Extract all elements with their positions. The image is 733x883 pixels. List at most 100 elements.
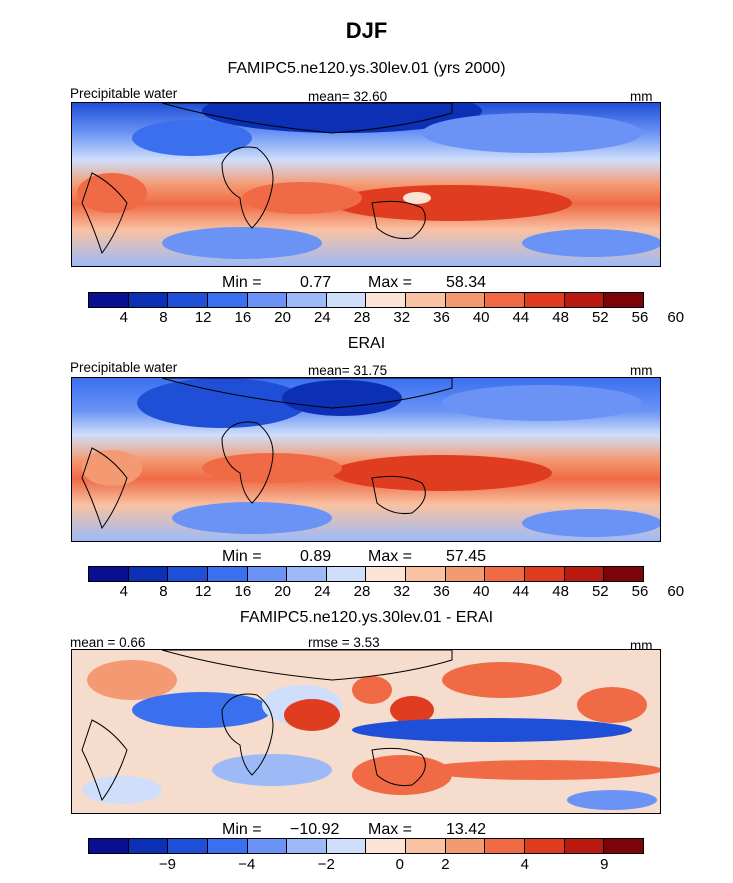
- colorbar-cell: [406, 567, 446, 581]
- colorbar-tick-label: −4: [238, 856, 256, 873]
- colorbar-cell: [247, 567, 288, 581]
- colorbar-cell: [525, 293, 565, 307]
- colorbar-cell: [287, 567, 327, 581]
- colorbar-cell: [525, 567, 565, 581]
- colorbar-cell: [247, 293, 288, 307]
- colorbar-tick-label: 8: [159, 309, 168, 326]
- colorbar-cell: [485, 293, 526, 307]
- panel-3-colorbar-ticks: −9 −4 −2 0 2 4 9: [88, 856, 644, 874]
- colorbar-cell: [168, 839, 208, 853]
- colorbar-cell: [168, 293, 208, 307]
- colorbar-cell: [445, 567, 486, 581]
- colorbar-cell: [604, 567, 643, 581]
- colorbar-cell: [89, 567, 129, 581]
- colorbar-tick-label: 4: [119, 583, 128, 600]
- panel-3-mean-label: mean = 0.66: [70, 635, 146, 650]
- colorbar-tick-label: 40: [472, 583, 490, 600]
- colorbar-tick-label: 4: [520, 856, 530, 873]
- panel-2-units-label: mm: [630, 363, 653, 378]
- colorbar-tick-label: 24: [313, 583, 331, 600]
- colorbar-tick-label: 28: [353, 583, 371, 600]
- panel-2-title: ERAI: [347, 335, 386, 352]
- colorbar-cell: [128, 567, 169, 581]
- colorbar-cell: [604, 839, 643, 853]
- colorbar-cell: [485, 839, 526, 853]
- panel-2-max-label: Max =: [368, 548, 413, 565]
- colorbar-cell: [366, 839, 407, 853]
- colorbar-cell: [207, 293, 248, 307]
- colorbar-cell: [445, 839, 486, 853]
- colorbar-tick-label: 9: [600, 856, 609, 873]
- colorbar-tick-label: 48: [552, 583, 569, 600]
- panel-1-variable-label: Precipitable water: [70, 86, 178, 101]
- panel-3-title: FAMIPC5.ne120.ys.30lev.01 - ERAI: [239, 609, 494, 626]
- panel-2-min-label: Min =: [222, 548, 262, 565]
- panel-3-min-value: −10.92: [290, 821, 340, 838]
- panel-1-max-value: 58.34: [446, 274, 487, 291]
- colorbar-cell: [525, 839, 565, 853]
- panel-3-map: [71, 649, 662, 814]
- colorbar-tick-label: 48: [552, 309, 569, 326]
- panel-1-colorbar-ticks: 4 8 12 16 20 24 28 32 36 40 44 48 52 56 60: [88, 309, 685, 327]
- colorbar-cell: [89, 839, 129, 853]
- panel-1-max-label: Max =: [368, 274, 413, 291]
- panel-2-max-value: 57.45: [446, 548, 487, 565]
- colorbar-cell: [326, 567, 367, 581]
- panel-3-max-value: 13.42: [446, 821, 487, 838]
- colorbar-cell: [128, 293, 169, 307]
- colorbar-tick-label: 52: [591, 583, 609, 600]
- colorbar-cell: [326, 839, 367, 853]
- panel-2-colorbar-ticks: 4 8 12 16 20 24 28 32 36 40 44 48 52 56 60: [88, 583, 685, 601]
- colorbar-tick-label: 44: [512, 583, 530, 600]
- colorbar-tick-label: −9: [158, 856, 176, 873]
- colorbar-tick-label: 32: [393, 583, 411, 600]
- colorbar-cell: [89, 293, 129, 307]
- panel-1-map: [71, 89, 662, 267]
- colorbar-tick-label: 36: [433, 583, 450, 600]
- colorbar-tick-label: 60: [667, 583, 685, 600]
- panel-1-min-label: Min =: [222, 274, 262, 291]
- colorbar-tick-label: 16: [234, 583, 252, 600]
- colorbar-cell: [564, 567, 605, 581]
- panel-2-mean-label: mean= 31.75: [308, 363, 388, 378]
- colorbar-cell: [326, 293, 367, 307]
- colorbar-tick-label: 56: [631, 583, 649, 600]
- colorbar-cell: [406, 839, 446, 853]
- panel-2-map: [71, 377, 662, 542]
- colorbar-cell: [247, 839, 288, 853]
- colorbar-cell: [564, 293, 605, 307]
- panel-2-map-svg: [72, 377, 662, 541]
- colorbar-tick-label: 28: [353, 309, 371, 326]
- panel-1-mean-label: mean= 32.60: [308, 89, 388, 104]
- colorbar-tick-label: 24: [313, 309, 331, 326]
- colorbar-cell: [485, 567, 526, 581]
- colorbar-cell: [207, 839, 248, 853]
- colorbar-tick-label: 4: [119, 309, 128, 326]
- panel-3-max-label: Max =: [368, 821, 413, 838]
- colorbar-cell: [128, 839, 169, 853]
- colorbar-tick-label: 56: [631, 309, 649, 326]
- colorbar-cell: [564, 839, 605, 853]
- panel-1-title: FAMIPC5.ne120.ys.30lev.01 (yrs 2000): [227, 60, 506, 77]
- colorbar-cell: [168, 567, 208, 581]
- colorbar-tick-label: 0: [395, 856, 404, 873]
- panel-1-min-value: 0.77: [300, 274, 332, 291]
- colorbar-tick-label: −2: [317, 856, 335, 873]
- colorbar-tick-label: 44: [512, 309, 530, 326]
- colorbar-tick-label: 20: [274, 309, 291, 326]
- panel-3-min-label: Min =: [222, 821, 262, 838]
- panel-1-map-svg: [72, 89, 662, 266]
- panel-3-rmse-label: rmse = 3.53: [308, 635, 380, 650]
- colorbar-tick-label: 2: [441, 856, 450, 873]
- colorbar-tick-label: 60: [667, 309, 685, 326]
- colorbar-cell: [445, 293, 486, 307]
- colorbar-cell: [406, 293, 446, 307]
- colorbar-cell: [207, 567, 248, 581]
- colorbar-cell: [366, 567, 407, 581]
- panel-3-map-svg: [72, 649, 662, 813]
- panel-2-min-value: 0.89: [300, 548, 332, 565]
- colorbar-cell: [366, 293, 407, 307]
- panel-3-colorbar: [88, 838, 644, 854]
- colorbar-cell: [287, 839, 327, 853]
- colorbar-tick-label: 52: [591, 309, 609, 326]
